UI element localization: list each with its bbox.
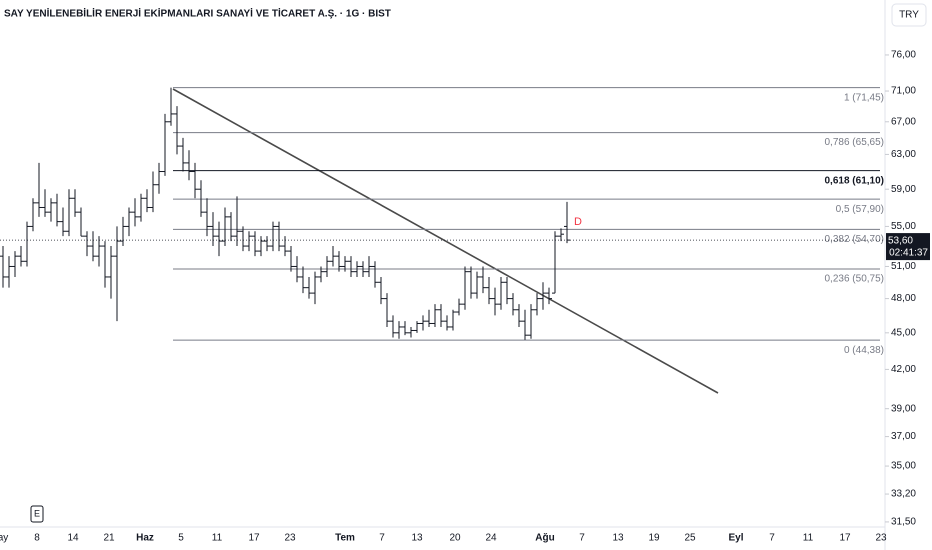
x-tick-label: Ağu (535, 533, 554, 544)
currency-button[interactable] (891, 3, 927, 27)
earnings-badge[interactable] (30, 505, 44, 523)
x-tick-label: 5 (178, 533, 184, 544)
y-tick-label: 55,00 (891, 221, 916, 232)
x-tick-label: 7 (379, 533, 385, 544)
x-tick-label: 13 (612, 533, 624, 544)
x-tick-label: Haz (136, 533, 154, 544)
x-tick-label: 19 (648, 533, 660, 544)
fib-level-label: 1 (71,45) (844, 92, 884, 103)
fib-level-label: 0,5 (57,90) (836, 204, 884, 215)
y-tick-label: 51,00 (891, 261, 916, 272)
fib-level-label: 0,236 (50,75) (825, 274, 885, 285)
last-price-label: 53,60 (888, 236, 913, 247)
x-tick-label: 7 (769, 533, 775, 544)
x-tick-label: 11 (803, 533, 814, 544)
y-tick-label: 71,00 (891, 86, 916, 97)
y-tick-label: 35,00 (891, 461, 916, 472)
trend-line (172, 88, 719, 394)
x-tick-label: 8 (34, 533, 40, 544)
dividend-label: D (574, 216, 582, 228)
x-tick-label: 17 (839, 533, 851, 544)
y-tick-label: 59,00 (891, 184, 916, 195)
y-tick-label: 39,00 (891, 403, 916, 414)
y-tick-label: 42,00 (891, 364, 916, 375)
x-tick-label: Tem (335, 533, 355, 544)
y-tick-label: 67,00 (891, 116, 916, 127)
x-tick-label: 25 (684, 533, 696, 544)
x-tick-label: ay (0, 533, 8, 544)
y-tick-label: 48,00 (891, 293, 916, 304)
y-tick-label: 37,00 (891, 431, 916, 442)
fib-level-label: 0,618 (61,10) (825, 175, 885, 186)
x-tick-label: 24 (485, 533, 497, 544)
y-tick-label: 31,50 (891, 517, 916, 528)
x-tick-label: 7 (579, 533, 585, 544)
y-tick-label: 45,00 (891, 327, 916, 338)
x-tick-label: 13 (411, 533, 423, 544)
x-tick-label: Eyl (728, 533, 743, 544)
fib-level-label: 0,786 (65,65) (825, 137, 885, 148)
currency-label: TRY (899, 10, 919, 21)
y-tick-label: 76,00 (891, 50, 916, 61)
x-tick-label: 23 (284, 533, 296, 544)
x-tick-label: 11 (212, 533, 223, 544)
y-tick-label: 33,20 (891, 489, 916, 500)
earnings-label: E (34, 508, 40, 518)
y-tick-label: 63,00 (891, 149, 916, 160)
countdown-label: 02:41:37 (889, 248, 928, 259)
fib-level-label: 0,382 (54,70) (825, 234, 885, 245)
x-tick-label: 20 (449, 533, 461, 544)
symbol-title: SAY YENİLENEBİLİR ENERJİ EKİPMANLARI SAN… (4, 7, 391, 20)
x-tick-label: 17 (248, 533, 260, 544)
fib-level-label: 0 (44,38) (844, 345, 884, 356)
x-tick-label: 21 (103, 533, 115, 544)
x-tick-label: 14 (67, 533, 79, 544)
x-tick-label: 23 (875, 533, 887, 544)
last-price-box (886, 233, 930, 261)
